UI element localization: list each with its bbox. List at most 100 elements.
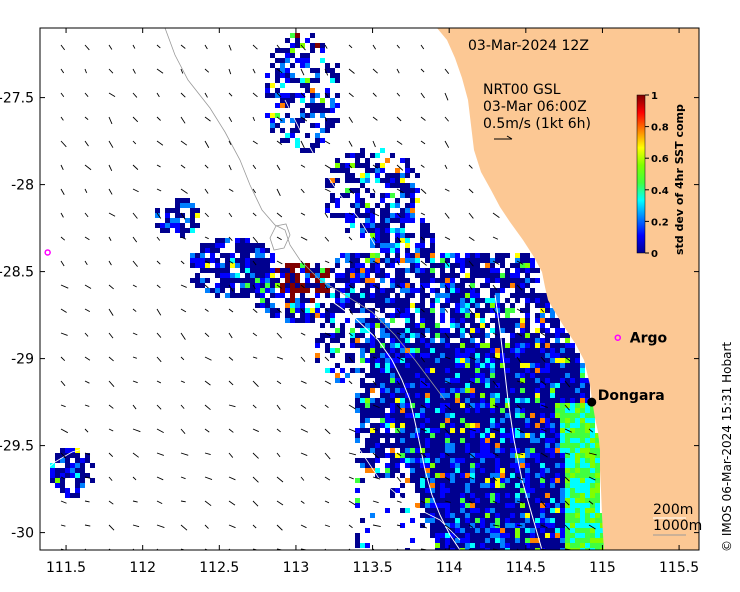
sst-cell — [320, 98, 325, 103]
sst-cell — [380, 163, 385, 168]
sst-cell — [580, 488, 585, 493]
sst-cell — [505, 313, 510, 318]
sst-cell — [375, 398, 380, 403]
current-vector — [468, 332, 473, 339]
sst-cell — [425, 468, 430, 473]
current-vector — [468, 500, 473, 504]
sst-cell — [440, 478, 445, 483]
sst-cell — [255, 283, 260, 288]
sst-cell — [305, 58, 310, 63]
current-vector — [228, 92, 233, 97]
sst-cell — [545, 548, 550, 550]
sst-cell — [580, 543, 585, 548]
sst-cell — [455, 428, 460, 433]
sst-cell — [360, 228, 365, 233]
sst-cell — [570, 448, 575, 453]
sst-cell — [555, 508, 560, 513]
sst-cell — [515, 358, 520, 363]
sst-cell — [390, 183, 395, 188]
sst-cell — [360, 183, 365, 188]
sst-cell — [305, 273, 310, 278]
sst-cell — [485, 498, 490, 503]
current-vector — [348, 476, 354, 480]
sst-cell — [165, 213, 170, 218]
sst-cell — [450, 493, 455, 498]
sst-cell — [490, 318, 495, 323]
sst-cell — [570, 478, 575, 483]
sst-cell — [425, 383, 430, 388]
sst-cell — [470, 258, 475, 263]
current-vector — [228, 500, 236, 506]
sst-cell — [580, 503, 585, 508]
colorbar-tick-label: 0 — [651, 249, 658, 260]
sst-cell — [415, 343, 420, 348]
sst-cell — [365, 283, 370, 288]
sst-cell — [450, 538, 455, 543]
sst-cell — [490, 398, 495, 403]
sst-cell — [155, 208, 160, 213]
sst-cell — [485, 438, 490, 443]
sst-cell — [550, 508, 555, 513]
sst-cell — [500, 378, 505, 383]
sst-cell — [470, 438, 475, 443]
sst-cell — [590, 468, 595, 473]
sst-cell — [415, 263, 420, 268]
sst-cell — [450, 358, 455, 363]
sst-cell — [585, 448, 590, 453]
sst-cell — [365, 208, 370, 213]
sst-cell — [385, 328, 390, 333]
sst-cell — [340, 163, 345, 168]
sst-cell — [410, 518, 415, 523]
sst-cell — [510, 383, 515, 388]
sst-cell — [450, 368, 455, 373]
sst-cell — [475, 403, 480, 408]
sst-cell — [430, 358, 435, 363]
sst-cell — [475, 478, 480, 483]
contour-1000m — [494, 294, 543, 550]
sst-cell — [410, 423, 415, 428]
sst-cell — [315, 93, 320, 98]
sst-cell — [385, 298, 390, 303]
sst-cell — [335, 203, 340, 208]
sst-cell — [495, 363, 500, 368]
sst-cell — [425, 508, 430, 513]
sst-cell — [595, 493, 600, 498]
sst-cell — [540, 418, 545, 423]
current-legend-line3: 0.5m/s (1kt 6h) — [483, 116, 591, 132]
sst-cell — [375, 173, 380, 178]
sst-cell — [535, 473, 540, 478]
current-vector — [420, 92, 425, 99]
sst-cell — [370, 253, 375, 258]
sst-cell — [430, 273, 435, 278]
sst-cell — [400, 278, 405, 283]
sst-cell — [575, 528, 580, 533]
sst-cell — [405, 413, 410, 418]
sst-cell — [565, 448, 570, 453]
sst-cell — [510, 308, 515, 313]
sst-cell — [565, 378, 570, 383]
sst-cell — [510, 533, 515, 538]
current-vector — [180, 404, 185, 409]
sst-cell — [490, 488, 495, 493]
current-vector — [420, 332, 427, 338]
sst-cell — [520, 463, 525, 468]
current-vector — [540, 524, 548, 529]
sst-cell — [545, 538, 550, 543]
sst-cell — [290, 48, 295, 53]
sst-cell — [535, 348, 540, 353]
sst-cell — [270, 53, 275, 58]
sst-cell — [280, 83, 285, 88]
current-vector — [300, 380, 307, 384]
sst-cell — [570, 443, 575, 448]
sst-cell — [355, 338, 360, 343]
sst-cell — [365, 173, 370, 178]
sst-cell — [355, 208, 360, 213]
sst-cell — [385, 253, 390, 258]
sst-cell — [245, 238, 250, 243]
sst-cell — [425, 503, 430, 508]
sst-cell — [375, 408, 380, 413]
sst-cell — [570, 483, 575, 488]
sst-cell — [305, 278, 310, 283]
sst-cell — [70, 493, 75, 498]
sst-cell — [475, 518, 480, 523]
